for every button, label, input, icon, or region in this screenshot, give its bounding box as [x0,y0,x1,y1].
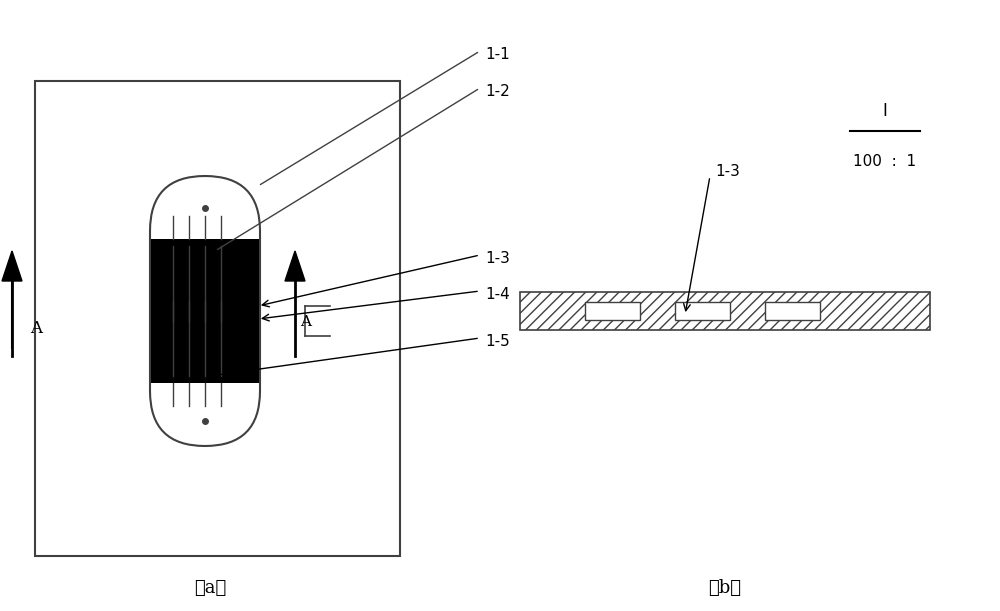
Text: 1-3: 1-3 [715,164,740,179]
Text: 1-2: 1-2 [485,84,510,99]
Text: 1-3: 1-3 [485,251,510,266]
FancyBboxPatch shape [150,176,260,446]
Bar [585,302,640,320]
Bar [765,302,820,320]
Polygon shape [285,251,305,281]
Polygon shape [2,251,22,281]
Bar [35,81,400,556]
Text: 100  :  1: 100 : 1 [853,154,917,169]
Bar [675,302,730,320]
Text: （b）: （b） [708,579,742,597]
Text: （a）: （a） [194,579,226,597]
Text: 1-5: 1-5 [485,334,510,349]
Bar [520,292,930,330]
Text: I: I [883,102,887,120]
Text: A: A [30,320,42,337]
Bar [151,239,259,383]
Text: A: A [300,315,311,329]
Bar [520,292,930,330]
Text: 1-1: 1-1 [485,47,510,62]
Text: 1-4: 1-4 [485,287,510,302]
